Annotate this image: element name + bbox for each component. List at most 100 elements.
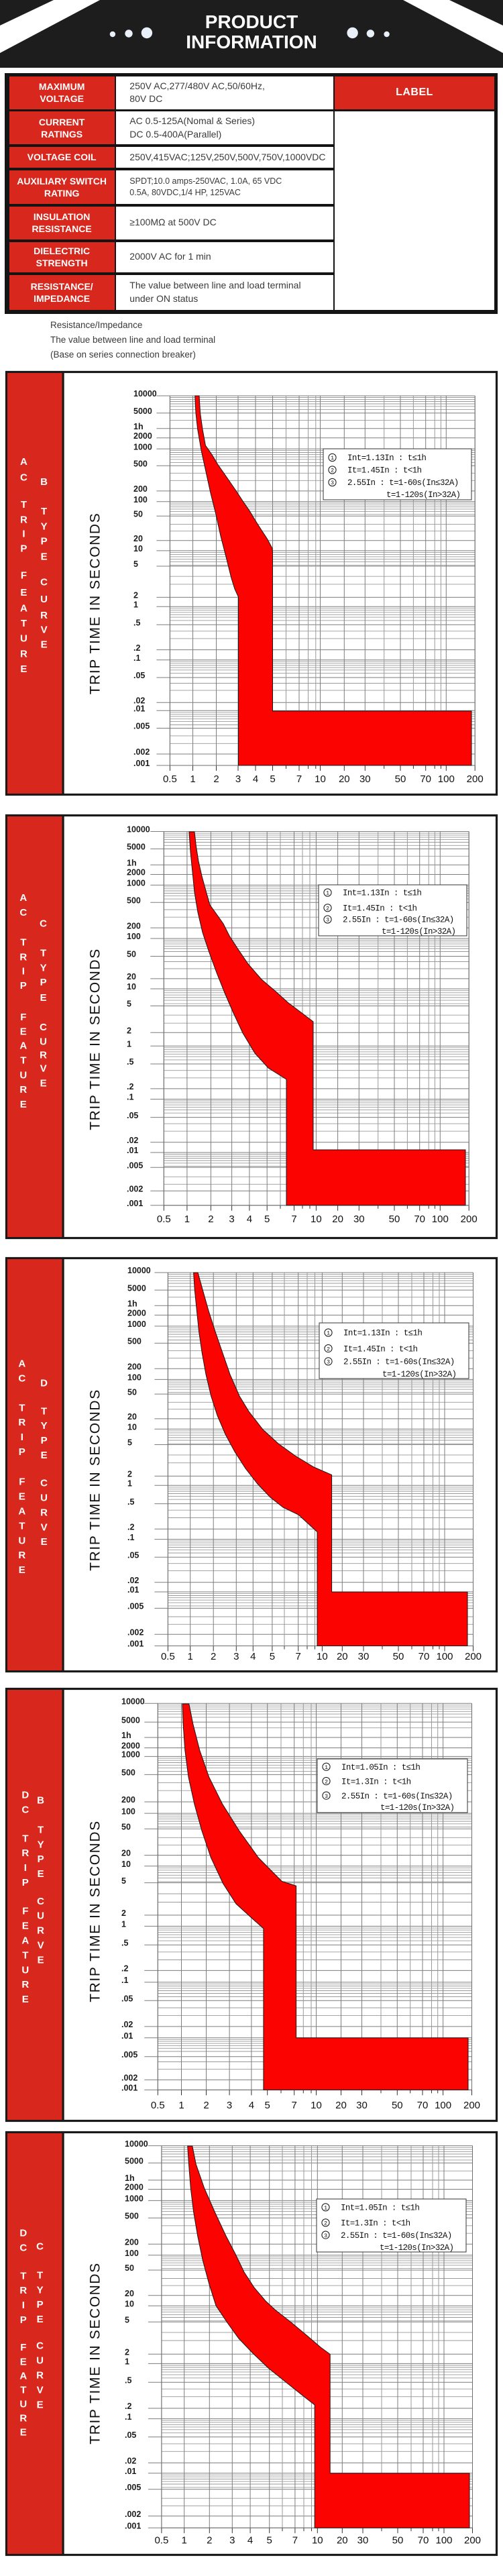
svg-text:30: 30: [358, 1651, 370, 1662]
svg-text:10000: 10000: [127, 1266, 151, 1275]
svg-text:T: T: [20, 2385, 26, 2396]
svg-text:4: 4: [247, 2535, 253, 2546]
svg-text:C: C: [40, 918, 47, 930]
svg-text:Y: Y: [40, 962, 47, 973]
svg-text:1: 1: [327, 1330, 330, 1337]
svg-text:10: 10: [311, 1214, 322, 1225]
svg-text:1: 1: [133, 600, 138, 609]
svg-text:30: 30: [356, 2100, 368, 2111]
svg-text:1h: 1h: [121, 1731, 131, 1740]
svg-text:5: 5: [127, 1000, 131, 1009]
svg-text:Y: Y: [41, 521, 48, 533]
svg-text:.002: .002: [121, 2074, 137, 2083]
svg-text:2: 2: [121, 1909, 126, 1918]
svg-text:R: R: [40, 610, 48, 621]
svg-text:R: R: [18, 1550, 25, 1561]
svg-text:1h: 1h: [125, 2174, 135, 2183]
svg-text:t=1-120s(In>32A): t=1-120s(In>32A): [380, 2243, 453, 2253]
svg-text:R: R: [20, 649, 27, 660]
svg-text:.01: .01: [121, 2031, 133, 2041]
svg-text:U: U: [40, 1036, 47, 1048]
svg-text:E: E: [19, 1491, 25, 1503]
svg-text:100: 100: [125, 2249, 139, 2258]
svg-text:200: 200: [127, 1362, 142, 1372]
svg-text:.001: .001: [127, 1199, 143, 1208]
svg-text:10000: 10000: [125, 2139, 148, 2149]
svg-text:2000: 2000: [127, 868, 146, 877]
svg-text:10: 10: [121, 1860, 131, 1869]
svg-text:100: 100: [133, 495, 148, 504]
svg-text:E: E: [41, 1536, 48, 1548]
svg-text:50: 50: [125, 2263, 134, 2273]
svg-text:3: 3: [326, 917, 329, 924]
svg-text:3: 3: [227, 2100, 232, 2111]
svg-text:.05: .05: [125, 2430, 136, 2440]
svg-text:It=1.45In : t<1h: It=1.45In : t<1h: [343, 1344, 418, 1354]
svg-text:F: F: [20, 2342, 26, 2353]
svg-text:C: C: [40, 576, 48, 588]
svg-text:.5: .5: [127, 1057, 133, 1067]
svg-text:.005: .005: [121, 2050, 137, 2059]
svg-text:.02: .02: [121, 2020, 133, 2029]
svg-text:1: 1: [182, 2535, 187, 2546]
svg-text:70: 70: [420, 773, 431, 785]
svg-text:1: 1: [188, 1651, 193, 1662]
svg-text:F: F: [20, 1012, 26, 1023]
svg-text:5: 5: [270, 773, 275, 785]
svg-text:4: 4: [247, 1214, 252, 1225]
svg-text:R: R: [19, 2285, 27, 2296]
svg-text:.05: .05: [133, 671, 145, 680]
svg-text:.02: .02: [133, 696, 145, 706]
svg-text:0.5: 0.5: [163, 773, 177, 785]
svg-text:.01: .01: [125, 2467, 136, 2476]
svg-text:1h: 1h: [127, 1299, 137, 1309]
svg-text:E: E: [37, 2314, 44, 2325]
svg-text:2000: 2000: [127, 1309, 146, 1318]
svg-text:20: 20: [339, 773, 350, 785]
svg-text:.002: .002: [127, 1628, 144, 1638]
svg-text:D: D: [21, 1790, 29, 1801]
svg-text:C: C: [40, 1478, 48, 1489]
svg-text:20: 20: [133, 534, 143, 543]
svg-text:U: U: [40, 1493, 48, 1504]
svg-text:2: 2: [327, 1346, 330, 1352]
svg-text:C: C: [20, 472, 27, 483]
svg-text:D: D: [40, 1378, 48, 1389]
svg-text:.001: .001: [125, 2521, 141, 2530]
svg-text:5: 5: [125, 2315, 129, 2324]
svg-text:.1: .1: [121, 1976, 128, 1985]
svg-text:1000: 1000: [125, 2194, 144, 2204]
svg-text:P: P: [38, 1854, 44, 1865]
svg-text:E: E: [40, 1077, 47, 1089]
svg-text:P: P: [20, 2314, 27, 2326]
svg-text:1: 1: [331, 455, 334, 462]
svg-text:500: 500: [121, 1768, 135, 1778]
svg-text:100: 100: [127, 1373, 142, 1383]
svg-text:70: 70: [417, 2100, 429, 2111]
svg-text:2: 2: [133, 591, 138, 600]
svg-text:0.5: 0.5: [161, 1651, 175, 1662]
svg-text:U: U: [20, 633, 27, 644]
svg-text:A: A: [19, 892, 27, 904]
svg-text:.2: .2: [125, 2402, 131, 2411]
svg-text:5: 5: [127, 1438, 132, 1448]
svg-text:E: E: [20, 1026, 27, 1038]
svg-text:3: 3: [235, 773, 241, 785]
svg-text:.005: .005: [127, 1161, 143, 1171]
svg-text:2: 2: [331, 468, 334, 474]
svg-text:.01: .01: [127, 1585, 139, 1595]
svg-text:200: 200: [465, 1651, 482, 1662]
svg-text:Int=1.13In : t≤1h: Int=1.13In : t≤1h: [343, 889, 421, 898]
svg-text:5: 5: [270, 1651, 275, 1662]
svg-text:T: T: [38, 1824, 44, 1835]
svg-text:R: R: [18, 1417, 25, 1428]
svg-text:1: 1: [121, 1920, 126, 1929]
svg-text:.2: .2: [133, 643, 140, 653]
svg-text:500: 500: [127, 896, 141, 905]
svg-text:.001: .001: [121, 2084, 137, 2093]
svg-text:7: 7: [292, 2535, 298, 2546]
svg-text:I: I: [22, 2300, 25, 2311]
svg-text:2.55In : t=1-60s(In≤32A): 2.55In : t=1-60s(In≤32A): [341, 2231, 452, 2241]
svg-text:C: C: [21, 1805, 29, 1816]
svg-text:50: 50: [395, 773, 406, 785]
